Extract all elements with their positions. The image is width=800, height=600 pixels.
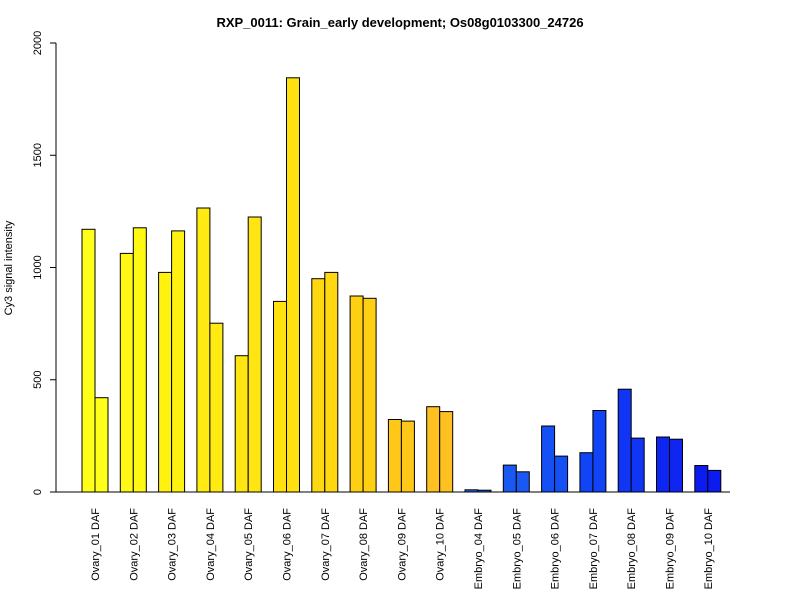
bar [324, 271, 339, 493]
y-tick-label: 0 [32, 489, 44, 495]
y-tick-label: 2000 [32, 31, 44, 55]
x-tick-label: Embryo_08 DAF [626, 508, 638, 590]
bar [171, 230, 186, 493]
bar [426, 406, 441, 493]
x-tick-label: Ovary_07 DAF [320, 508, 332, 581]
bar [286, 77, 300, 493]
x-tick-label: Ovary_01 DAF [90, 508, 102, 581]
bar [247, 216, 262, 493]
bar [234, 355, 249, 493]
bar [669, 438, 683, 493]
bar [439, 411, 454, 493]
chart-title: RXP_0011: Grain_early development; Os08g… [216, 15, 583, 30]
bar [311, 278, 326, 493]
bar [592, 410, 607, 493]
bar [196, 207, 211, 493]
bar [387, 419, 402, 493]
x-tick-label: Ovary_08 DAF [358, 508, 370, 581]
bar [579, 452, 594, 493]
bar [349, 295, 364, 493]
bars [81, 77, 722, 493]
bar [630, 437, 645, 493]
x-tick-label: Embryo_07 DAF [588, 508, 600, 590]
bar [158, 271, 173, 493]
x-tick-label: Embryo_10 DAF [703, 508, 715, 590]
bar [656, 436, 670, 493]
bar [119, 252, 134, 493]
bar [554, 455, 569, 493]
x-tick-label: Ovary_02 DAF [128, 508, 140, 581]
x-tick-label: Ovary_06 DAF [282, 508, 294, 581]
x-axis-labels: Ovary_01 DAF Ovary_02 DAF Ovary_03 DAF Ovar… [90, 508, 715, 590]
bar [362, 297, 377, 493]
x-tick-label: Embryo_04 DAF [473, 508, 485, 590]
bar [694, 465, 709, 493]
bar [273, 300, 287, 493]
y-tick-label: 1500 [32, 143, 44, 167]
bar [81, 228, 96, 493]
bar [400, 420, 415, 493]
bar [707, 469, 722, 493]
y-axis: 0 500 1000 1500 2000 [32, 31, 57, 495]
x-tick-label: Ovary_04 DAF [205, 508, 217, 581]
bar [502, 464, 517, 493]
x-tick-label: Ovary_09 DAF [396, 508, 408, 581]
y-tick-label: 1000 [32, 255, 44, 279]
x-tick-label: Embryo_09 DAF [665, 508, 677, 590]
y-axis-label: Cy3 signal intensity [3, 220, 15, 315]
bar [515, 471, 530, 493]
bar [209, 322, 224, 493]
x-tick-label: Ovary_05 DAF [243, 508, 255, 581]
bar [132, 227, 147, 493]
bar [94, 397, 109, 493]
x-tick-label: Embryo_05 DAF [511, 508, 523, 590]
x-tick-label: Embryo_06 DAF [550, 508, 562, 590]
bar [617, 388, 632, 493]
bar [541, 425, 556, 493]
y-tick-label: 500 [32, 371, 44, 389]
x-tick-label: Ovary_10 DAF [435, 508, 447, 581]
x-tick-label: Ovary_03 DAF [167, 508, 179, 581]
